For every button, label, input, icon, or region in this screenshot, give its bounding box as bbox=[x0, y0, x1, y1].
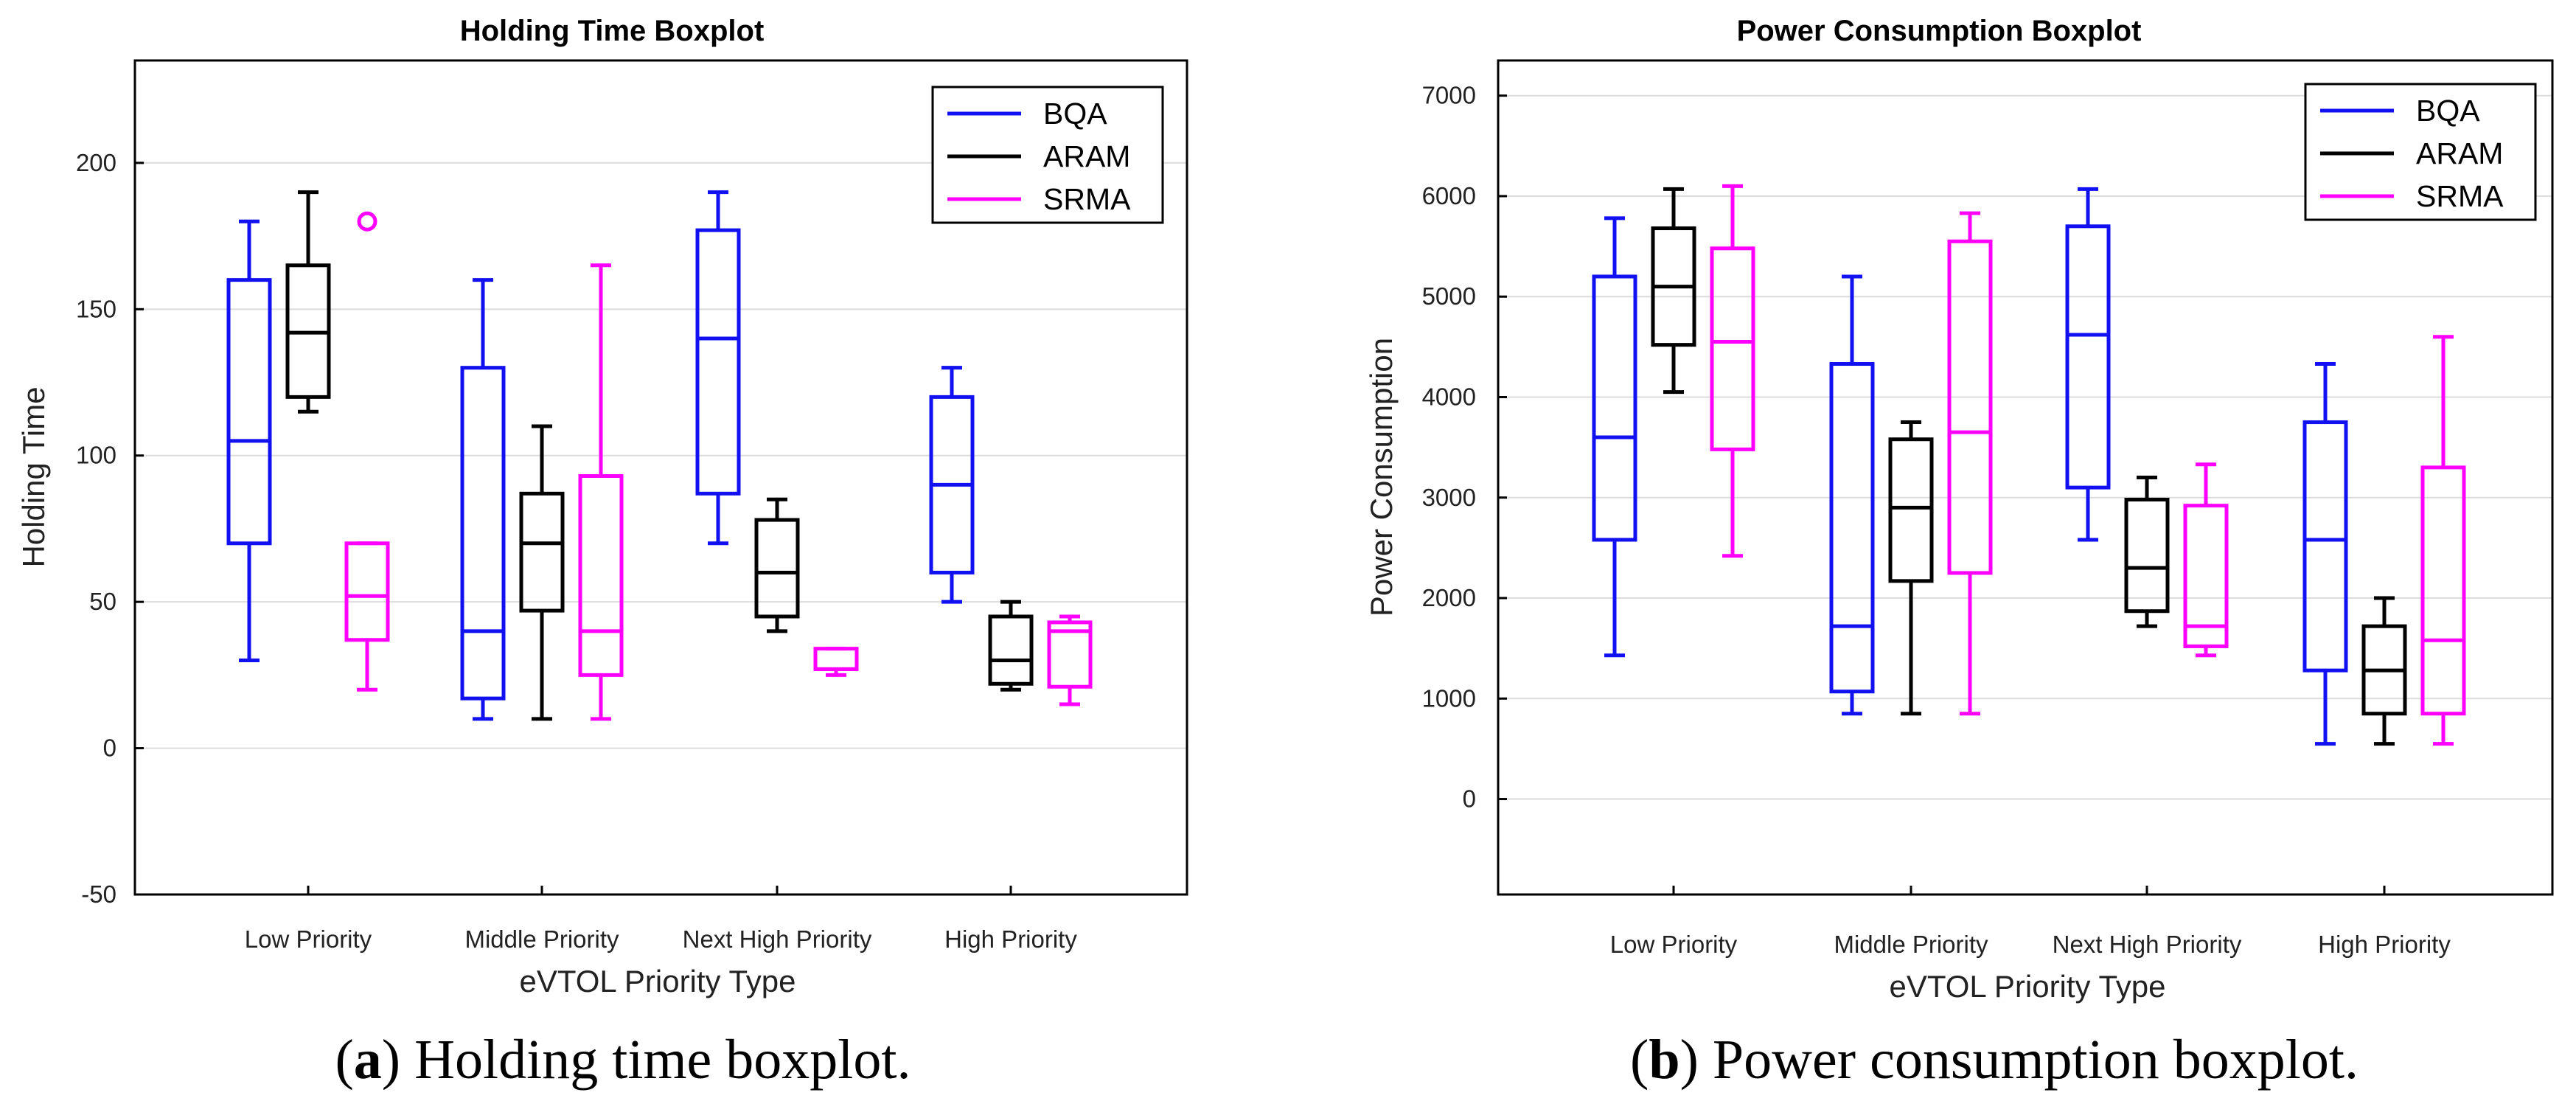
box-body bbox=[695, 228, 741, 496]
box-srma-2 bbox=[2183, 462, 2229, 658]
box-body bbox=[344, 541, 390, 642]
box-bqa-0 bbox=[226, 219, 272, 663]
box-srma-1 bbox=[578, 263, 624, 721]
caption-letter: b bbox=[1649, 1029, 1679, 1091]
legend: BQA ARAM SRMA bbox=[2304, 83, 2537, 221]
box-srma-3 bbox=[2420, 335, 2466, 746]
box-aram-1 bbox=[1888, 420, 1934, 716]
box-aram-3 bbox=[2361, 596, 2407, 746]
legend-label-bqa: BQA bbox=[1043, 97, 1107, 131]
y-tick-label: -50 bbox=[81, 880, 116, 908]
y-tick-label: 0 bbox=[103, 734, 116, 762]
box-bqa-2 bbox=[2065, 187, 2111, 542]
box-bqa-3 bbox=[2302, 362, 2348, 746]
legend: BQA ARAM SRMA bbox=[931, 86, 1164, 224]
caption-letter: a bbox=[354, 1029, 382, 1091]
x-tick-label: Low Priority bbox=[245, 925, 372, 953]
box-srma-2 bbox=[813, 647, 859, 677]
caption: (a) Holding time boxplot. bbox=[335, 1029, 911, 1091]
box-body bbox=[1592, 274, 1637, 542]
box-body bbox=[2065, 224, 2111, 490]
box-body bbox=[226, 278, 272, 546]
y-tick-label: 150 bbox=[76, 295, 116, 322]
box-srma-0 bbox=[1710, 184, 1755, 558]
y-tick-label: 3000 bbox=[1422, 484, 1476, 511]
box-body bbox=[2420, 465, 2466, 716]
box-body bbox=[813, 647, 859, 671]
caption: (b) Power consumption boxplot. bbox=[1630, 1029, 2359, 1091]
box-aram-0 bbox=[285, 190, 331, 414]
x-axis-label: eVTOL Priority Type bbox=[1889, 969, 2165, 1004]
x-tick-label: Low Priority bbox=[1610, 931, 1738, 958]
holding-time-panel: Holding Time Boxplot -50 0 50 100 150 200 Low … bbox=[16, 15, 1188, 1091]
x-tick-label: Next High Priority bbox=[2053, 931, 2242, 958]
x-tick-label: Middle Priority bbox=[464, 925, 619, 953]
box-body bbox=[988, 614, 1034, 686]
legend-label-srma: SRMA bbox=[2416, 179, 2504, 213]
legend-label-aram: ARAM bbox=[1043, 139, 1130, 173]
caption-text: Power consumption boxplot. bbox=[1713, 1029, 2359, 1091]
box-aram-3 bbox=[988, 600, 1034, 692]
legend-label-srma: SRMA bbox=[1043, 182, 1131, 216]
box-aram-1 bbox=[519, 424, 565, 721]
box-body bbox=[1888, 437, 1934, 583]
x-tick-label: Middle Priority bbox=[1834, 931, 1988, 958]
y-tick-label: 5000 bbox=[1422, 282, 1476, 310]
y-tick-label: 7000 bbox=[1422, 82, 1476, 109]
box-body bbox=[519, 491, 565, 613]
legend-label-bqa: BQA bbox=[2416, 94, 2480, 128]
x-axis-label: eVTOL Priority Type bbox=[519, 964, 796, 998]
box-bqa-1 bbox=[1829, 274, 1875, 716]
box-bqa-3 bbox=[929, 366, 975, 604]
box-aram-0 bbox=[1651, 187, 1696, 395]
y-tick-label: 2000 bbox=[1422, 584, 1476, 611]
box-srma-0 bbox=[344, 211, 390, 692]
legend-label-aram: ARAM bbox=[2416, 136, 2503, 170]
x-tick-label: High Priority bbox=[2318, 931, 2451, 958]
y-tick-label: 6000 bbox=[1422, 182, 1476, 209]
y-axis-label: Power Consumption bbox=[1364, 338, 1399, 616]
box-body bbox=[1829, 362, 1875, 694]
box-body bbox=[1710, 246, 1755, 451]
box-body bbox=[2302, 420, 2348, 673]
x-tick-label: High Priority bbox=[944, 925, 1077, 953]
outlier-point bbox=[357, 211, 377, 232]
box-bqa-1 bbox=[460, 278, 506, 721]
y-tick-label: 0 bbox=[1463, 785, 1476, 813]
box-body bbox=[460, 366, 506, 701]
y-tick-label: 1000 bbox=[1422, 684, 1476, 712]
y-tick-label: 100 bbox=[76, 442, 116, 469]
y-tick-label: 50 bbox=[89, 588, 116, 615]
box-body bbox=[2124, 497, 2170, 614]
y-tick-label: 200 bbox=[76, 149, 116, 176]
box-aram-2 bbox=[754, 497, 800, 633]
caption-text: Holding time boxplot. bbox=[414, 1029, 911, 1091]
chart-title: Holding Time Boxplot bbox=[460, 15, 765, 47]
box-body bbox=[2183, 504, 2229, 648]
plot-frame bbox=[1497, 59, 2554, 896]
y-axis-label: Holding Time bbox=[16, 386, 51, 567]
box-body bbox=[578, 474, 624, 677]
x-tick-label: Next High Priority bbox=[683, 925, 872, 953]
box-srma-1 bbox=[1947, 211, 1993, 716]
box-bqa-2 bbox=[695, 190, 741, 546]
y-tick-label: 4000 bbox=[1422, 383, 1476, 410]
box-body bbox=[1947, 239, 1993, 575]
box-aram-2 bbox=[2124, 476, 2170, 628]
box-srma-3 bbox=[1047, 614, 1093, 706]
plot-frame bbox=[133, 59, 1188, 896]
chart-title: Power Consumption Boxplot bbox=[1737, 15, 2142, 47]
box-body bbox=[1047, 620, 1093, 689]
box-bqa-0 bbox=[1592, 216, 1637, 658]
power-consumption-panel: Power Consumption Boxplot 0 1000 2000 3000 4… bbox=[1364, 15, 2554, 1091]
box-body bbox=[754, 518, 800, 619]
